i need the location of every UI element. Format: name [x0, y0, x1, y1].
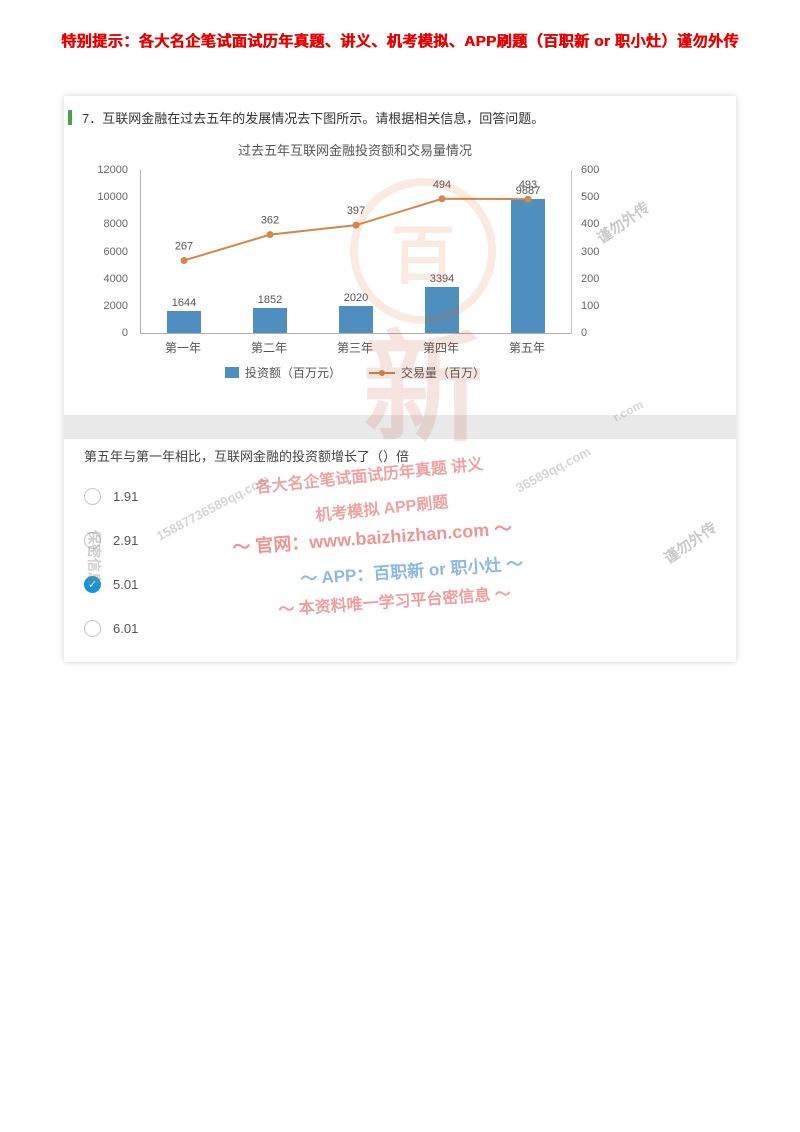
- right-axis-tick: 600: [581, 164, 600, 176]
- left-axis-tick: 0: [121, 327, 128, 339]
- x-axis-label: 第四年: [422, 341, 459, 355]
- line-value-label: 267: [175, 240, 193, 252]
- line-value-label: 493: [519, 179, 537, 191]
- legend-line-label: 交易量（百万）: [401, 366, 486, 380]
- right-axis-tick: 0: [581, 327, 588, 339]
- legend-item-bar: 投资额（百万元）: [224, 364, 341, 381]
- bar-swatch-icon: [224, 367, 239, 378]
- right-axis: 0 100 200 300 400 500 600: [577, 164, 627, 339]
- line-point: [352, 221, 360, 229]
- right-axis-tick: 300: [581, 245, 600, 258]
- radio-selected[interactable]: ✓: [84, 575, 101, 593]
- bar-value-label: 2020: [343, 291, 369, 304]
- left-axis-tick: 2000: [103, 299, 128, 312]
- question-title: 7．互联网金融在过去五年的发展情况去下图所示。请根据相关信息，回答问题。: [82, 111, 545, 126]
- line-point: [266, 231, 274, 239]
- option-row[interactable]: 2.91: [84, 518, 704, 562]
- bar: [253, 307, 287, 333]
- bar: [511, 198, 545, 333]
- x-axis-label: 第五年: [508, 341, 545, 355]
- bar: [339, 305, 373, 333]
- top-banner-text: 特别提示：各大名企笔试面试历年真题、讲义、机考模拟、APP刷题（百职新 or 职…: [61, 33, 739, 50]
- line-value-label: 494: [433, 179, 451, 191]
- options-list: 1.91 2.91 ✓ 5.01 6.01: [84, 474, 704, 650]
- radio-unselected[interactable]: [84, 531, 101, 549]
- question-title-row: 7．互联网金融在过去五年的发展情况去下图所示。请根据相关信息，回答问题。: [68, 108, 544, 127]
- left-axis-tick: 8000: [103, 218, 128, 231]
- bar-value-label: 9887: [515, 184, 541, 197]
- line-swatch-icon: [369, 368, 395, 378]
- legend-bar-label: 投资额（百万元）: [244, 366, 341, 380]
- option-row[interactable]: 1.91: [84, 474, 704, 518]
- option-label: 5.01: [113, 576, 139, 592]
- green-marker: [68, 110, 72, 125]
- left-axis-tick: 4000: [103, 272, 128, 285]
- left-axis-tick: 10000: [97, 191, 128, 204]
- x-axis-label: 第一年: [164, 341, 201, 355]
- chart-legend: 投资额（百万元） 交易量（百万）: [140, 364, 570, 381]
- right-axis-tick: 400: [581, 218, 600, 231]
- option-label: 6.01: [113, 620, 139, 636]
- right-axis-tick: 200: [581, 272, 600, 285]
- left-axis-tick: 12000: [97, 164, 128, 176]
- option-row[interactable]: ✓ 5.01: [84, 562, 704, 606]
- option-label: 1.91: [113, 488, 139, 504]
- bar-value-label: 1852: [257, 293, 283, 306]
- line-point: [180, 256, 188, 264]
- bar-value-label: 3394: [429, 272, 455, 285]
- x-axis-label: 第三年: [336, 341, 373, 355]
- bar: [167, 310, 201, 333]
- radio-unselected[interactable]: [84, 487, 101, 505]
- radio-unselected[interactable]: [84, 619, 101, 637]
- x-axis-label: 第二年: [250, 341, 287, 355]
- right-axis-tick: 500: [581, 191, 600, 204]
- line-value-label: 362: [261, 215, 279, 227]
- divider-strip: [64, 415, 736, 439]
- line-layer: 267 362 397 494 493: [175, 179, 537, 264]
- chart-plot: 1644 1852 2020 3394 9887 267 362 397 494 493: [140, 170, 572, 334]
- question-prompt: 第五年与第一年相比，互联网金融的投资额增长了（）倍: [84, 449, 410, 464]
- line-point: [438, 195, 446, 203]
- left-axis-tick: 6000: [103, 245, 128, 258]
- x-axis-labels: 第一年 第二年 第三年 第四年 第五年: [140, 339, 570, 355]
- legend-item-line: 交易量（百万）: [369, 364, 485, 381]
- right-axis-tick: 100: [581, 299, 600, 312]
- bars-layer: 1644 1852 2020 3394 9887: [141, 170, 571, 333]
- left-axis: 0 2000 4000 6000 8000 10000 12000: [64, 164, 134, 339]
- line-value-label: 397: [347, 205, 365, 217]
- chart-title: 过去五年互联网金融投资额和交易量情况: [237, 143, 472, 158]
- bar-value-label: 1644: [171, 296, 197, 309]
- bar: [425, 286, 459, 333]
- line-point: [524, 195, 532, 203]
- option-label: 2.91: [113, 532, 139, 548]
- question-card: 7．互联网金融在过去五年的发展情况去下图所示。请根据相关信息，回答问题。 过去五…: [64, 96, 736, 662]
- option-row[interactable]: 6.01: [84, 606, 704, 650]
